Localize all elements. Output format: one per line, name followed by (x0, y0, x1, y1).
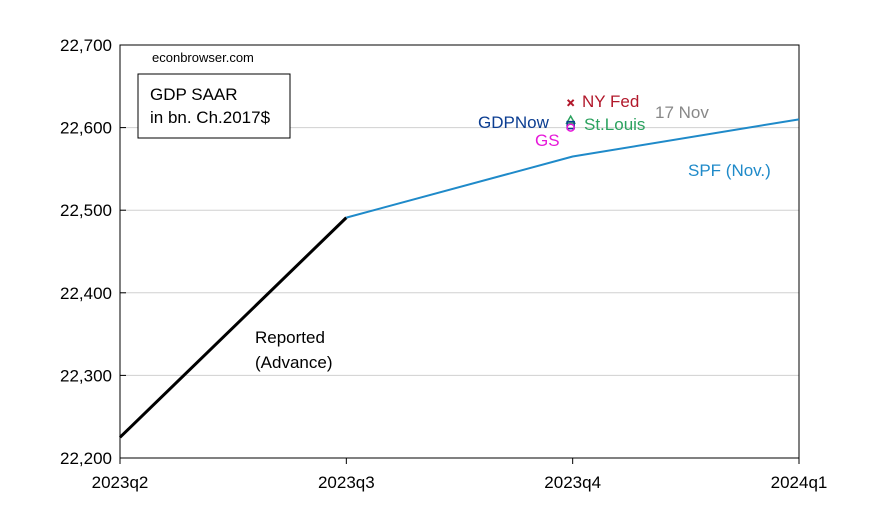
series-line-reported (118, 216, 348, 439)
marker-gdpnow (566, 120, 575, 130)
label-gs: GS (535, 131, 560, 150)
y-tick-label: 22,700 (60, 36, 112, 55)
y-tick-label: 22,300 (60, 366, 112, 385)
label-stlouis: St.Louis (584, 115, 645, 134)
marker-st-louis (565, 114, 576, 124)
title-line-1: GDP SAAR (150, 85, 238, 104)
y-tick-label: 22,500 (60, 201, 112, 220)
source-label: econbrowser.com (152, 50, 254, 65)
x-tick-label: 2023q4 (544, 473, 601, 492)
plot-frame (119, 44, 800, 459)
marker-ny-fed (566, 99, 575, 107)
label-gdpnow: GDPNow (478, 113, 550, 132)
series-line-spf (346, 118, 800, 219)
label-date-note: 17 Nov (655, 103, 709, 122)
series-lines (118, 118, 800, 439)
x-tick-label: 2024q1 (771, 473, 828, 492)
label-spf: SPF (Nov.) (688, 161, 771, 180)
nowcast-markers (565, 99, 576, 132)
label-reported-line-2: (Advance) (255, 353, 332, 372)
label-reported-line-1: Reported (255, 328, 325, 347)
y-tick-label: 22,400 (60, 284, 112, 303)
y-axis: 22,200 22,300 22,400 22,500 22,600 22,700 (60, 36, 126, 468)
y-tick-label: 22,600 (60, 119, 112, 138)
x-tick-label: 2023q3 (318, 473, 375, 492)
title-box (137, 73, 291, 139)
y-tick-label: 22,200 (60, 449, 112, 468)
x-axis: 2023q2 2023q3 2023q4 2024q1 (92, 458, 828, 492)
x-tick-label: 2023q2 (92, 473, 149, 492)
title-line-2: in bn. Ch.2017$ (150, 108, 271, 127)
label-nyfed: NY Fed (582, 92, 639, 111)
marker-gs (566, 123, 575, 132)
